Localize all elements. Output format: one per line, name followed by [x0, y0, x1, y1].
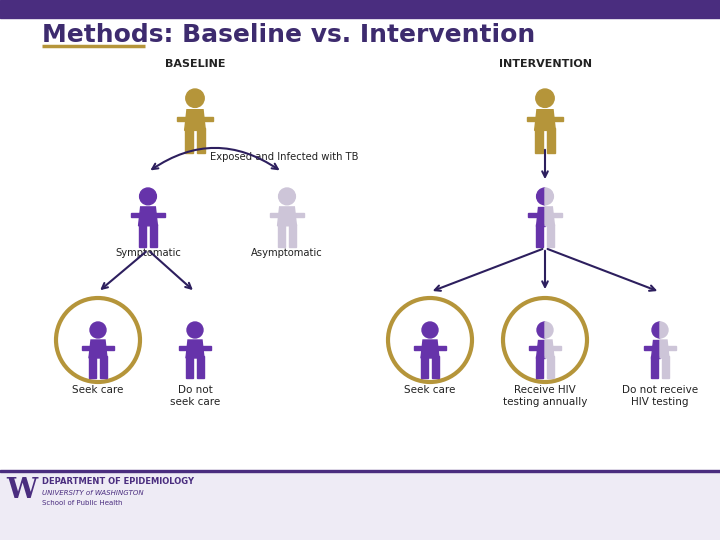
Bar: [432, 356, 439, 378]
Polygon shape: [660, 340, 669, 358]
Polygon shape: [184, 110, 205, 130]
Bar: [277, 224, 285, 247]
Circle shape: [186, 89, 204, 107]
Bar: [294, 213, 304, 218]
Bar: [202, 346, 211, 350]
Wedge shape: [545, 188, 554, 205]
Bar: [156, 213, 165, 218]
Circle shape: [279, 188, 295, 205]
Polygon shape: [536, 340, 545, 358]
Wedge shape: [652, 322, 660, 338]
Text: Seek care: Seek care: [405, 385, 456, 395]
Text: School of Public Health: School of Public Health: [42, 500, 122, 506]
Text: Symptomatic: Symptomatic: [115, 248, 181, 258]
Polygon shape: [545, 207, 554, 226]
Bar: [138, 224, 146, 247]
Text: Do not receive
HIV testing: Do not receive HIV testing: [622, 385, 698, 407]
Bar: [644, 346, 653, 350]
Bar: [82, 346, 91, 350]
Bar: [529, 346, 538, 350]
Text: Seek care: Seek care: [72, 385, 124, 395]
Bar: [535, 128, 543, 153]
Polygon shape: [89, 340, 107, 358]
Polygon shape: [545, 340, 554, 358]
Bar: [89, 356, 96, 378]
Polygon shape: [138, 207, 158, 226]
Bar: [414, 346, 423, 350]
Text: Asymptomatic: Asymptomatic: [251, 248, 323, 258]
Wedge shape: [660, 322, 668, 338]
Bar: [105, 346, 114, 350]
Bar: [203, 117, 213, 121]
Bar: [662, 356, 669, 378]
Bar: [186, 356, 193, 378]
Bar: [552, 346, 561, 350]
Text: INTERVENTION: INTERVENTION: [498, 59, 592, 69]
Bar: [100, 356, 107, 378]
Bar: [197, 356, 204, 378]
Bar: [289, 224, 297, 247]
Bar: [547, 224, 554, 247]
Bar: [651, 356, 658, 378]
Polygon shape: [535, 110, 555, 130]
Bar: [184, 128, 193, 153]
Polygon shape: [421, 340, 439, 358]
Text: W: W: [6, 476, 37, 503]
Polygon shape: [536, 207, 545, 226]
Circle shape: [187, 322, 203, 338]
Wedge shape: [537, 322, 545, 338]
Circle shape: [90, 322, 106, 338]
Bar: [526, 117, 537, 121]
Polygon shape: [277, 207, 297, 226]
Bar: [553, 117, 563, 121]
Bar: [528, 213, 538, 218]
Polygon shape: [651, 340, 660, 358]
Text: DEPARTMENT OF EPIDEMIOLOGY: DEPARTMENT OF EPIDEMIOLOGY: [42, 477, 194, 487]
Circle shape: [536, 89, 554, 107]
Polygon shape: [186, 340, 204, 358]
Bar: [667, 346, 676, 350]
Bar: [437, 346, 446, 350]
Circle shape: [422, 322, 438, 338]
Text: Methods: Baseline vs. Intervention: Methods: Baseline vs. Intervention: [42, 23, 535, 47]
Bar: [176, 117, 187, 121]
Bar: [179, 346, 188, 350]
Bar: [0, 470, 720, 472]
Bar: [552, 213, 562, 218]
Bar: [0, 0, 720, 18]
Bar: [536, 356, 543, 378]
Text: Receive HIV
testing annually: Receive HIV testing annually: [503, 385, 588, 407]
Bar: [197, 128, 205, 153]
Text: Do not
seek care: Do not seek care: [170, 385, 220, 407]
Bar: [547, 356, 554, 378]
Bar: [270, 213, 279, 218]
Text: BASELINE: BASELINE: [165, 59, 225, 69]
Text: Exposed and Infected with TB: Exposed and Infected with TB: [210, 152, 359, 162]
Bar: [0, 472, 720, 540]
Bar: [131, 213, 140, 218]
Bar: [547, 128, 555, 153]
Bar: [150, 224, 158, 247]
Wedge shape: [545, 322, 553, 338]
Circle shape: [140, 188, 156, 205]
Bar: [536, 224, 543, 247]
Bar: [421, 356, 428, 378]
Wedge shape: [536, 188, 545, 205]
Text: UNIVERSITY of WASHINGTON: UNIVERSITY of WASHINGTON: [42, 490, 143, 496]
